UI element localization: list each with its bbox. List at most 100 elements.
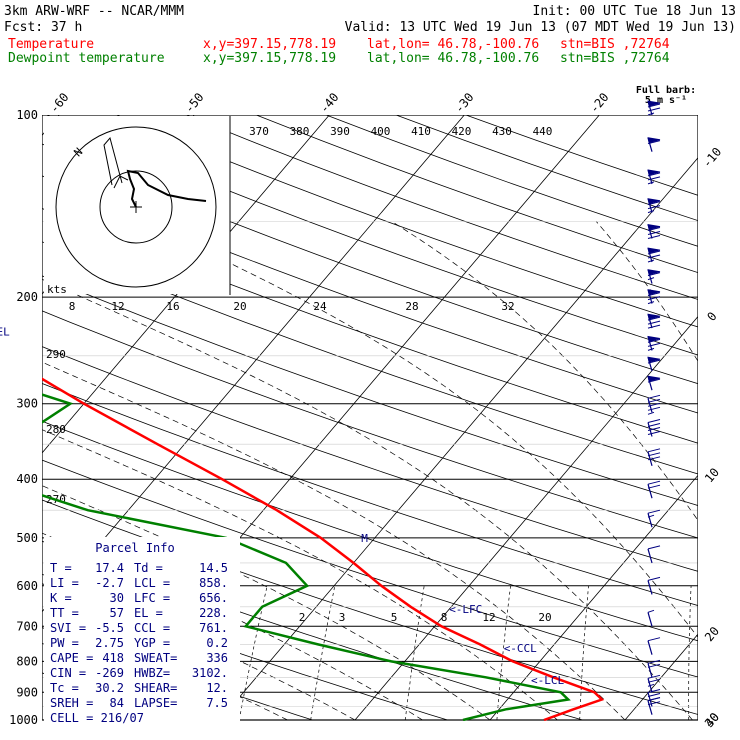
wind-barb-full bbox=[647, 292, 661, 297]
wind-barb bbox=[647, 637, 661, 655]
model-title: 3km ARW-WRF -- NCAR/MMM bbox=[4, 4, 184, 19]
wind-barb bbox=[647, 509, 661, 528]
parcel-param-label: SVI = bbox=[50, 621, 86, 635]
parcel-param-value: 3102. bbox=[192, 666, 228, 680]
mixing-ratio-line bbox=[579, 585, 589, 721]
wind-barb bbox=[647, 224, 661, 239]
wind-barb-flag bbox=[647, 289, 661, 296]
wind-barb-full bbox=[647, 394, 661, 399]
isotherm-label-text: -20 bbox=[587, 90, 612, 116]
wind-barb-full bbox=[647, 320, 661, 325]
wind-barb-flag bbox=[647, 247, 661, 254]
parcel-param-value: 84 bbox=[110, 696, 124, 710]
wind-barb-staff bbox=[647, 580, 653, 595]
temperature-profile bbox=[42, 377, 605, 721]
parcel-param-value: 656. bbox=[199, 591, 228, 605]
wind-barb bbox=[647, 375, 661, 391]
wind-barb-full bbox=[647, 176, 661, 181]
wind-barb bbox=[647, 576, 661, 595]
wind-barb-full bbox=[647, 316, 661, 321]
wind-barb bbox=[647, 480, 661, 499]
wind-barb-staff bbox=[647, 513, 653, 528]
wind-barb-full bbox=[647, 296, 661, 301]
wind-barb-full bbox=[647, 431, 661, 435]
wind-barb-full bbox=[647, 674, 661, 679]
level-marker: <-CCL bbox=[504, 642, 537, 655]
parcel-param-value: 30 bbox=[110, 591, 124, 605]
parcel-param-label: YGP = bbox=[134, 636, 170, 650]
isotherm-label-text: 10 bbox=[702, 465, 722, 485]
parcel-param-value: 17.4 bbox=[95, 561, 124, 575]
isotherm-label-text: 20 bbox=[702, 624, 722, 644]
wind-barb-full bbox=[647, 576, 661, 581]
wind-barb-flag bbox=[647, 137, 661, 144]
level-marker: <-LFC bbox=[449, 603, 482, 616]
isotherm-label-text: -50 bbox=[182, 90, 207, 116]
wind-barb-full bbox=[647, 398, 661, 403]
pressure-tick-label: 600 bbox=[16, 579, 38, 593]
isotherm bbox=[624, 633, 698, 721]
isotherm bbox=[42, 115, 465, 613]
wind-barb-flag bbox=[647, 313, 661, 320]
parcel-param-value: -269 bbox=[95, 666, 124, 680]
wind-barb-full bbox=[647, 103, 661, 108]
isotherm-label-text: -30 bbox=[452, 90, 477, 116]
mixing-ratio-label: 8 bbox=[441, 611, 448, 624]
dry-adiabat-label: 290 bbox=[46, 348, 66, 361]
parcel-param-label: CAPE = bbox=[50, 651, 93, 665]
parcel-param-value: 7.5 bbox=[206, 696, 228, 710]
parcel-info-title: Parcel Info bbox=[95, 541, 174, 555]
parcel-param-label: EL = bbox=[134, 606, 163, 620]
mixing-ratio-label: 12 bbox=[482, 611, 495, 624]
wind-barb bbox=[647, 448, 661, 466]
isotherm bbox=[42, 115, 330, 454]
wind-barb-staff bbox=[647, 640, 653, 655]
dewpoint-latlon: lat,lon= 46.78,-100.76 bbox=[367, 51, 539, 66]
parcel-param-label: PW = bbox=[50, 636, 79, 650]
theta-e-label: 380 bbox=[290, 125, 310, 138]
mixing-ratio-label: 3 bbox=[339, 611, 346, 624]
hodograph-trace bbox=[126, 169, 207, 208]
wind-barb-full bbox=[647, 201, 661, 206]
wind-barb-flag bbox=[647, 169, 661, 176]
wind-barb-full bbox=[647, 448, 661, 453]
wind-barb-full bbox=[647, 545, 661, 550]
hodograph-background bbox=[44, 116, 230, 294]
parcel-info-rows: T = 17.4 Td = 14.5 LI = -2.7 LCL = 858. K = 30 LFC… bbox=[50, 561, 228, 710]
isotherm-label: 40 bbox=[702, 710, 722, 730]
wind-barb-full bbox=[647, 227, 661, 231]
wind-barb-full bbox=[647, 509, 661, 514]
hodograph-units: kts bbox=[47, 283, 67, 296]
wind-barb bbox=[647, 419, 661, 437]
isotherm-label-text: -40 bbox=[317, 90, 342, 116]
wind-barb-half bbox=[647, 609, 655, 613]
mixing-ratio-label: 2 bbox=[299, 611, 306, 624]
parcel-param-label: LFC = bbox=[134, 591, 170, 605]
level-marker: <-LCL bbox=[531, 674, 564, 687]
wind-barb-staff bbox=[647, 548, 653, 564]
theta-e-label: 400 bbox=[371, 125, 391, 138]
parcel-param-label: LI = bbox=[50, 576, 79, 590]
wind-barb bbox=[647, 169, 661, 185]
wind-barb-full bbox=[647, 342, 661, 347]
wind-barb bbox=[647, 137, 661, 152]
wind-barb-full bbox=[647, 205, 661, 210]
wind-barb-half bbox=[647, 514, 655, 518]
wind-barb-full bbox=[647, 359, 661, 364]
wind-barb bbox=[647, 269, 661, 284]
temperature-station: stn=BIS ,72764 bbox=[560, 37, 670, 52]
wind-barb-full bbox=[647, 272, 661, 277]
parcel-param-value: 12. bbox=[206, 681, 228, 695]
level-markers: <-EL <-LFC <-CCL <-LCL M bbox=[0, 326, 564, 687]
dewpoint-xy: x,y=397.15,778.19 bbox=[203, 51, 336, 66]
wind-barb bbox=[647, 356, 661, 372]
pressure-tick-label: 200 bbox=[16, 290, 38, 304]
parcel-param-value: 0.2 bbox=[206, 636, 228, 650]
storm-motion-line bbox=[113, 175, 129, 189]
wind-barb-half bbox=[647, 301, 655, 305]
temperature-latlon: lat,lon= 46.78,-100.76 bbox=[367, 37, 539, 52]
wind-barb-full bbox=[647, 402, 661, 407]
parcel-param-label: HWBZ= bbox=[134, 666, 170, 680]
temperature-xy: x,y=397.15,778.19 bbox=[203, 37, 336, 52]
